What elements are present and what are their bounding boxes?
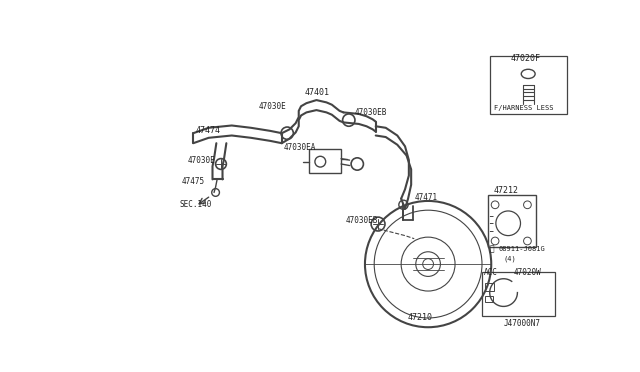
Bar: [488, 195, 536, 247]
Bar: [308, 148, 341, 173]
Text: SEC.140: SEC.140: [179, 200, 212, 209]
Text: 47212: 47212: [493, 186, 518, 195]
Text: 47030E: 47030E: [188, 155, 216, 165]
Text: 47030EA: 47030EA: [284, 142, 317, 151]
Text: (4): (4): [504, 256, 516, 262]
Text: 47030EB: 47030EB: [355, 108, 387, 117]
Text: 47020F: 47020F: [511, 54, 541, 63]
Text: 47474: 47474: [196, 126, 221, 135]
Bar: [490, 56, 566, 114]
Text: 47030EB: 47030EB: [346, 216, 378, 225]
Text: 47020W: 47020W: [513, 268, 541, 277]
Text: 47401: 47401: [305, 88, 330, 97]
Text: 47210: 47210: [408, 314, 433, 323]
Text: 47471: 47471: [414, 193, 437, 202]
Text: ACC: ACC: [484, 268, 498, 277]
Text: 08911-J081G: 08911-J081G: [499, 246, 546, 252]
Bar: [485, 283, 494, 291]
Text: J47000N7: J47000N7: [504, 319, 541, 328]
Text: F/HARNESS LESS: F/HARNESS LESS: [493, 105, 553, 111]
Text: 47030E: 47030E: [259, 102, 287, 111]
Text: Ⓝ: Ⓝ: [490, 244, 494, 253]
Text: 47475: 47475: [182, 177, 205, 186]
Bar: [482, 272, 555, 317]
Bar: [485, 296, 493, 302]
